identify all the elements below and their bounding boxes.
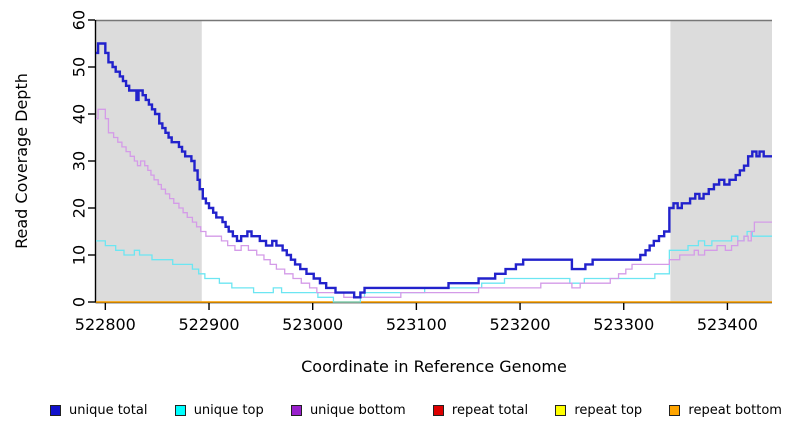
legend-item-unique-top: unique top <box>174 402 264 418</box>
series-line-unique-top <box>96 230 772 303</box>
x-tick-label: 523100 <box>386 315 447 334</box>
x-tick-label: 523000 <box>282 315 343 334</box>
legend-label: unique bottom <box>309 402 406 418</box>
legend-label: unique top <box>193 402 264 418</box>
unique-bottom-swatch-icon <box>290 404 302 416</box>
unique-top-swatch-icon <box>174 404 186 416</box>
legend-item-repeat-total: repeat total <box>432 402 529 418</box>
x-axis-title: Coordinate in Reference Genome <box>301 357 567 376</box>
repeat-total-swatch-icon <box>432 404 444 416</box>
legend-item-unique-bottom: unique bottom <box>290 402 406 418</box>
y-tick-label: 20 <box>70 198 89 218</box>
y-tick-label: 50 <box>70 57 89 77</box>
repeat-bottom-swatch-icon <box>669 404 681 416</box>
y-tick-label: 40 <box>70 104 89 124</box>
legend-label: unique total <box>69 402 148 418</box>
legend-label: repeat bottom <box>688 402 782 418</box>
x-tick-label: 522800 <box>75 315 136 334</box>
legend-item-repeat-top: repeat top <box>555 403 642 418</box>
unique-total-swatch-icon <box>50 404 61 416</box>
legend-item-repeat-bottom: repeat bottom <box>669 403 782 418</box>
legend-label: repeat total <box>451 402 529 418</box>
repeat-top-swatch-icon <box>555 404 567 416</box>
y-tick-label: 0 <box>70 297 89 307</box>
y-tick-label: 60 <box>70 10 89 30</box>
shaded-region <box>670 20 772 302</box>
legend-item-unique-total: unique total <box>50 403 147 418</box>
legend-label: repeat top <box>574 402 643 418</box>
x-tick-label: 523300 <box>593 315 654 334</box>
chart-legend: unique total unique top unique bottom re… <box>50 401 782 419</box>
y-tick-label: 10 <box>70 245 89 265</box>
y-tick-label: 30 <box>70 151 89 171</box>
x-tick-label: 522900 <box>178 315 239 334</box>
chart-plot-area: 0 10 20 30 40 50 60 522800 522900 523000 523100 523… <box>70 10 772 334</box>
x-tick-label: 523400 <box>697 315 758 334</box>
series-line-unique-bottom <box>96 108 772 298</box>
series-line-unique-total <box>96 42 772 299</box>
x-tick-label: 523200 <box>490 315 551 334</box>
